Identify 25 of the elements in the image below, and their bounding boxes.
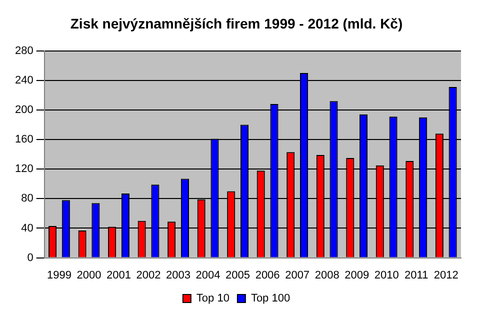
x-tick-label: 2001 xyxy=(106,269,131,282)
x-tick-label: 2006 xyxy=(255,269,280,282)
y-tick-label: 120 xyxy=(14,163,34,176)
y-tick-label: 80 xyxy=(21,192,34,205)
x-tick-label: 2004 xyxy=(196,269,220,282)
x-tick-label: 2007 xyxy=(285,269,310,282)
x-tick-label: 2003 xyxy=(166,269,191,282)
chart-title: Zisk nejvýznamnějších firem 1999 - 2012 (mld. Kč) xyxy=(70,15,403,32)
x-tick-label: 2002 xyxy=(136,269,161,282)
y-tick-label: 240 xyxy=(14,74,34,86)
legend-label: Top 100 xyxy=(250,292,290,305)
x-tick-label: 2011 xyxy=(404,269,428,282)
y-tick-label: 160 xyxy=(14,134,34,146)
y-tick-label: 280 xyxy=(14,44,34,57)
x-tick-label: 2000 xyxy=(76,269,102,282)
x-tick-label: 2010 xyxy=(374,269,399,282)
y-tick-label: 0 xyxy=(27,252,34,264)
x-tick-label: 1999 xyxy=(46,269,72,282)
y-tick-label: 200 xyxy=(14,104,34,116)
y-tick-label: 40 xyxy=(21,222,34,234)
x-tick-label: 2012 xyxy=(434,269,458,282)
x-tick-label: 2005 xyxy=(226,269,250,282)
x-tick-label: 2008 xyxy=(314,269,340,282)
legend-label: Top 10 xyxy=(196,292,230,305)
x-tick-label: 2009 xyxy=(344,269,370,282)
